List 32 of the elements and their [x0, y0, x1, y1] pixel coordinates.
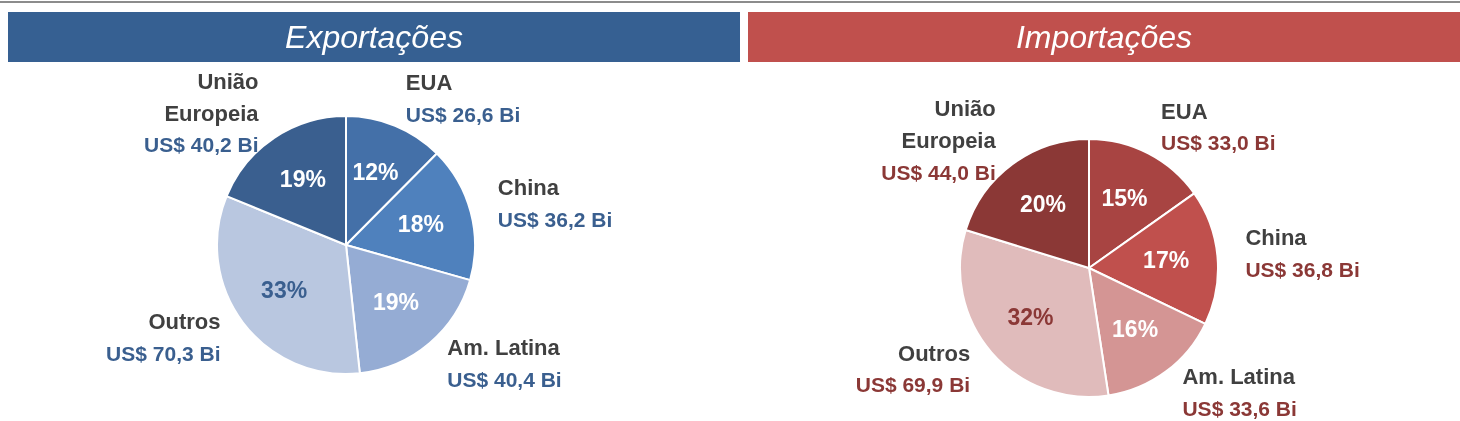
text: 19% — [279, 166, 326, 193]
chart-title: Importações — [748, 12, 1460, 62]
data-label: US$ 26,6 Bi — [405, 102, 521, 126]
text: 19% — [372, 289, 419, 316]
text: 12% — [352, 158, 399, 185]
data-label: US$ 33,0 Bi — [1161, 131, 1276, 155]
slice-label: China — [1245, 224, 1308, 250]
slice-label: EUA — [1161, 98, 1208, 124]
text: 20% — [1019, 191, 1067, 218]
data-label: US$ 36,2 Bi — [497, 207, 613, 231]
text: 33% — [261, 276, 308, 303]
slice-label: Am. Latina — [447, 335, 561, 361]
data-label: US$ 36,8 Bi — [1245, 257, 1360, 281]
slice-label: Outros — [898, 340, 971, 366]
slice-label: Am. Latina — [1182, 364, 1296, 390]
slice-label: União Europeia — [164, 68, 260, 126]
slice-label: União Europeia — [901, 95, 997, 153]
slice-label: Outros — [148, 309, 221, 335]
data-label: US$ 40,4 Bi — [447, 367, 562, 391]
chart-title: Exportações — [8, 12, 740, 62]
data-label: US$ 40,2 Bi — [144, 133, 259, 157]
slice-label: EUA — [405, 69, 453, 95]
data-label: US$ 33,6 Bi — [1182, 396, 1297, 420]
data-label: US$ 70,3 Bi — [106, 342, 221, 366]
text: 15% — [1101, 184, 1148, 211]
data-label: US$ 44,0 Bi — [881, 160, 996, 184]
text: 16% — [1112, 315, 1159, 342]
data-label: US$ 69,9 Bi — [855, 373, 971, 397]
text: 32% — [1007, 303, 1054, 330]
text: 17% — [1143, 246, 1190, 273]
slice-label: China — [497, 175, 560, 201]
text: 18% — [397, 210, 444, 237]
